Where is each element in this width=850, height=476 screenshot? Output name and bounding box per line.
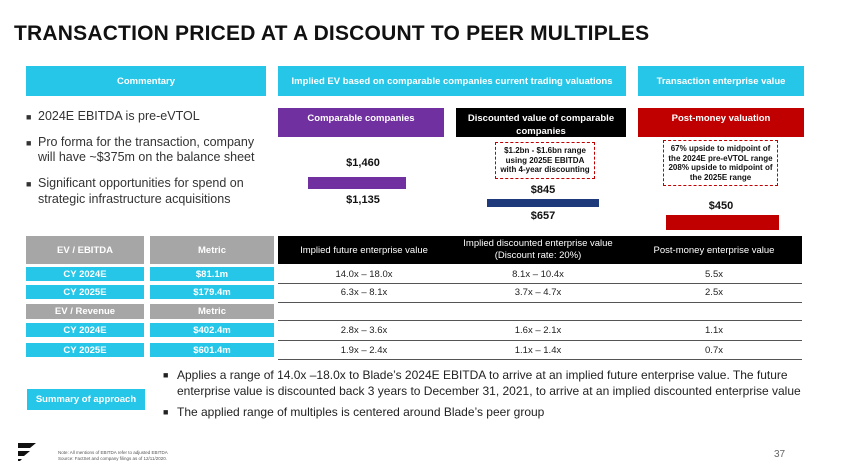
row-metric: $81.1m bbox=[150, 267, 274, 281]
col-header-post-money-ev: Post-money enterprise value bbox=[653, 244, 775, 256]
discounted-range-note: $1.2bn - $1.6bn range using 2025E EBITDA… bbox=[495, 142, 595, 179]
revenue-metric-header: Metric bbox=[150, 304, 274, 319]
cell-discounted-ev: 3.7x – 4.7x bbox=[514, 286, 562, 298]
implied-ev-header: Implied EV based on comparable companies… bbox=[278, 66, 626, 96]
row-metric: $601.4m bbox=[150, 343, 274, 357]
row-divider bbox=[278, 283, 802, 284]
row-metric: $402.4m bbox=[150, 323, 274, 337]
discounted-value-subheader: Discounted value of comparable companies bbox=[456, 108, 626, 137]
row-label: CY 2025E bbox=[26, 285, 144, 299]
discounted-high-value: $845 bbox=[530, 184, 556, 196]
page-title: TRANSACTION PRICED AT A DISCOUNT TO PEER… bbox=[14, 22, 650, 45]
cell-discounted-ev: 1.1x – 1.4x bbox=[514, 344, 562, 356]
discounted-range-bar bbox=[487, 199, 599, 207]
comparable-high-value: $1,460 bbox=[346, 157, 380, 169]
ev-revenue-header: EV / Revenue bbox=[26, 304, 144, 319]
blade-logo-icon bbox=[18, 443, 36, 461]
page-number: 37 bbox=[774, 449, 786, 460]
post-money-bar bbox=[666, 215, 779, 230]
discounted-low-value: $657 bbox=[530, 210, 556, 222]
summary-bullet: ■ The applied range of multiples is cente… bbox=[163, 405, 545, 420]
cell-post-money-ev: 0.7x bbox=[705, 344, 723, 356]
cell-future-ev: 2.8x – 3.6x bbox=[340, 324, 388, 336]
comparable-range-bar bbox=[308, 177, 406, 189]
footnote: Note: All mentions of EBITDA refer to ad… bbox=[58, 450, 168, 461]
summary-of-approach-label: Summary of approach bbox=[27, 389, 145, 410]
cell-discounted-ev: 8.1x – 10.4x bbox=[512, 268, 564, 280]
commentary-bullet: ■ 2024E EBITDA is pre-eVTOL bbox=[26, 109, 200, 123]
post-money-subheader: Post-money valuation bbox=[638, 108, 804, 137]
summary-bullet: ■ Applies a range of 14.0x –18.0x to Blad… bbox=[163, 368, 801, 398]
row-divider bbox=[278, 302, 802, 303]
cell-discounted-ev: 1.6x – 2.1x bbox=[514, 324, 562, 336]
transaction-ev-header: Transaction enterprise value bbox=[638, 66, 804, 96]
cell-future-ev: 6.3x – 8.1x bbox=[340, 286, 388, 298]
cell-future-ev: 14.0x – 18.0x bbox=[335, 268, 393, 280]
ev-ebitda-header: EV / EBITDA bbox=[26, 236, 144, 264]
row-label: CY 2024E bbox=[26, 267, 144, 281]
row-label: CY 2025E bbox=[26, 343, 144, 357]
commentary-bullet: ■ Significant opportunities for spend on … bbox=[26, 175, 244, 206]
commentary-bullet: ■ Pro forma for the transaction, company … bbox=[26, 134, 255, 165]
cell-future-ev: 1.9x – 2.4x bbox=[340, 344, 388, 356]
comparable-low-value: $1,135 bbox=[346, 194, 380, 206]
summary-bullets: ■ Applies a range of 14.0x –18.0x to Blad… bbox=[163, 368, 823, 427]
row-divider bbox=[278, 340, 802, 341]
row-label: CY 2024E bbox=[26, 323, 144, 337]
col-header-discounted-ev: Implied discounted enterprise value (Dis… bbox=[463, 237, 613, 261]
cell-post-money-ev: 5.5x bbox=[705, 268, 723, 280]
commentary-header: Commentary bbox=[26, 66, 266, 96]
row-divider bbox=[278, 359, 802, 360]
commentary-bullets: ■ 2024E EBITDA is pre-eVTOL ■ Pro forma fo… bbox=[26, 109, 256, 217]
table-column-header-row bbox=[278, 236, 802, 264]
col-header-future-ev: Implied future enterprise value bbox=[300, 244, 428, 256]
comparable-companies-subheader: Comparable companies bbox=[278, 108, 444, 137]
cell-post-money-ev: 1.1x bbox=[705, 324, 723, 336]
row-divider bbox=[278, 320, 802, 321]
row-metric: $179.4m bbox=[150, 285, 274, 299]
post-money-value: $450 bbox=[708, 200, 734, 212]
post-money-note: 67% upside to midpoint of the 2024E pre-… bbox=[663, 140, 778, 187]
cell-post-money-ev: 2.5x bbox=[705, 286, 723, 298]
ebitda-metric-header: Metric bbox=[150, 236, 274, 264]
